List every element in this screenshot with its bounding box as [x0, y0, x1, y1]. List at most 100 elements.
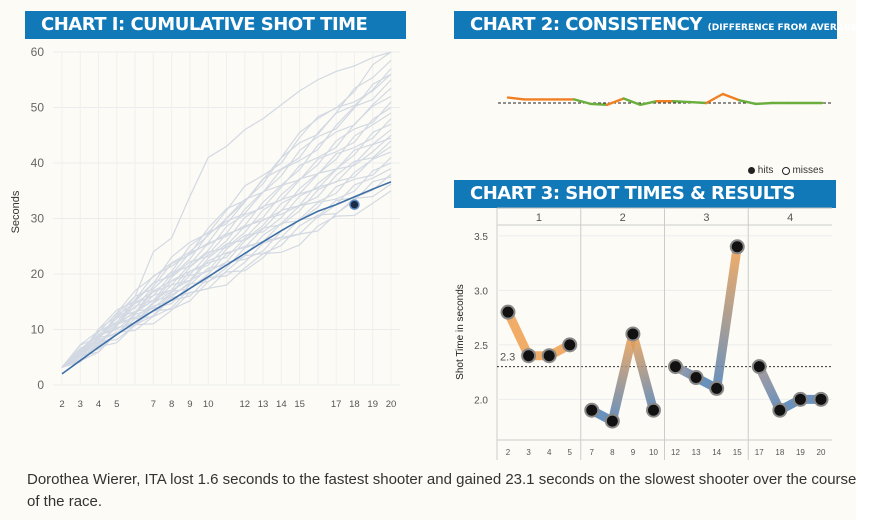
x-tick-label: 17 — [331, 399, 342, 410]
consistency-segment — [688, 100, 708, 105]
shot-number-label: 5 — [568, 448, 573, 457]
y-tick-label: 50 — [31, 101, 45, 115]
athlete-line — [61, 68, 392, 368]
x-tick-label: 7 — [151, 399, 156, 410]
y-tick-label: 60 — [31, 45, 45, 59]
y-tick-label: 3.5 — [474, 232, 488, 243]
y-tick-label: 40 — [31, 156, 45, 170]
y-tick-label: 3.0 — [474, 286, 488, 297]
chart3-title: CHART 3: SHOT TIMES & RESULTS — [454, 180, 836, 208]
consistency-segment — [639, 99, 658, 107]
shot-segment — [754, 362, 785, 415]
y-tick-label: 10 — [31, 323, 45, 337]
shot-segment — [712, 242, 742, 393]
shot-number-label: 14 — [712, 448, 721, 457]
shot-number-label: 19 — [796, 448, 805, 457]
shot-number-label: 8 — [610, 448, 615, 457]
x-tick-label: 5 — [114, 399, 119, 410]
y-tick-label: 2.5 — [474, 341, 488, 352]
x-tick-label: 13 — [258, 399, 269, 410]
x-tick-label: 4 — [96, 399, 101, 410]
shot-number-label: 2 — [506, 448, 511, 457]
chart2-title-banner: CHART 2: CONSISTENCY (DIFFERENCE FROM AV… — [454, 11, 861, 39]
x-tick-label: 14 — [276, 399, 287, 410]
consistency-segment — [721, 92, 741, 102]
shot-hit-marker — [646, 402, 661, 418]
shot-hit-marker — [709, 380, 725, 396]
shot-hit-marker — [604, 413, 620, 429]
athlete-line — [61, 190, 392, 368]
x-tick-label: 12 — [239, 399, 250, 410]
consistency-segment — [506, 96, 526, 101]
consistency-segment — [572, 98, 592, 106]
shot-segment — [503, 307, 534, 361]
consistency-segment — [738, 99, 758, 106]
shot-number-label: 3 — [526, 448, 531, 457]
consistency-segment — [705, 92, 725, 105]
shot-hit-marker — [521, 348, 537, 364]
consistency-segment — [672, 99, 691, 104]
stage-label: 1 — [536, 212, 542, 224]
x-tick-label: 9 — [187, 399, 192, 410]
x-tick-label: 18 — [349, 399, 360, 410]
reference-line-label: 2.3 — [500, 352, 515, 364]
shot-number-label: 4 — [547, 448, 552, 457]
chart2-subtitle: (DIFFERENCE FROM AVERAGE) — [707, 23, 862, 33]
consistency-segment — [622, 97, 642, 107]
consistency-segment — [605, 97, 625, 107]
shot-hit-marker — [562, 337, 578, 353]
x-tick-label: 3 — [78, 399, 83, 410]
shot-hit-marker — [729, 239, 745, 255]
shot-number-label: 18 — [775, 448, 784, 457]
shot-number-label: 20 — [817, 448, 826, 457]
legend-hits-label: hits — [757, 165, 774, 176]
y-axis-label: Seconds — [10, 190, 22, 233]
shot-number-label: 13 — [692, 448, 701, 457]
chart3-legend: hits misses — [748, 165, 824, 176]
y-axis-label: Shot Time in seconds — [455, 284, 466, 380]
shot-hit-marker — [541, 348, 557, 364]
athlete-line — [61, 112, 392, 368]
x-tick-label: 15 — [294, 399, 305, 410]
shot-number-label: 9 — [631, 448, 636, 457]
athlete-line — [61, 162, 392, 368]
summary-caption: Dorothea Wierer, ITA lost 1.6 seconds to… — [27, 471, 857, 510]
y-tick-label: 2.0 — [474, 395, 488, 406]
miss-marker-icon — [781, 166, 790, 175]
athlete-line — [61, 87, 392, 368]
shot-hit-marker — [792, 391, 808, 407]
athlete-line — [61, 51, 392, 368]
y-tick-label: 30 — [31, 212, 45, 226]
x-tick-label: 2 — [59, 399, 64, 410]
shot-number-label: 7 — [590, 448, 595, 457]
athlete-line — [61, 73, 392, 368]
consistency-segment — [754, 101, 774, 106]
athlete-line — [61, 183, 392, 368]
stage-label: 3 — [703, 212, 709, 224]
chart-background — [0, 0, 856, 520]
shot-segment — [628, 329, 658, 415]
shot-hit-marker — [813, 391, 829, 407]
hit-marker-icon — [748, 167, 755, 174]
shot-hit-marker — [500, 304, 516, 320]
shot-number-label: 10 — [649, 448, 658, 457]
legend-misses-label: misses — [792, 165, 824, 176]
consistency-segment — [589, 102, 609, 107]
highlight-marker — [349, 199, 360, 210]
shot-hit-marker — [772, 402, 788, 418]
stage-label: 2 — [620, 212, 626, 224]
highlight-athlete-line — [61, 181, 392, 375]
shot-number-label: 12 — [671, 448, 680, 457]
shot-number-label: 17 — [755, 448, 764, 457]
x-tick-label: 20 — [386, 399, 397, 410]
x-tick-label: 10 — [203, 399, 214, 410]
shot-segment — [607, 329, 638, 426]
shot-hit-marker — [668, 359, 683, 375]
x-tick-label: 8 — [169, 399, 174, 410]
x-tick-label: 19 — [367, 399, 378, 410]
shot-hit-marker — [625, 326, 641, 342]
y-tick-label: 0 — [37, 378, 44, 392]
chart1-title: CHART I: CUMULATIVE SHOT TIME — [25, 11, 406, 39]
